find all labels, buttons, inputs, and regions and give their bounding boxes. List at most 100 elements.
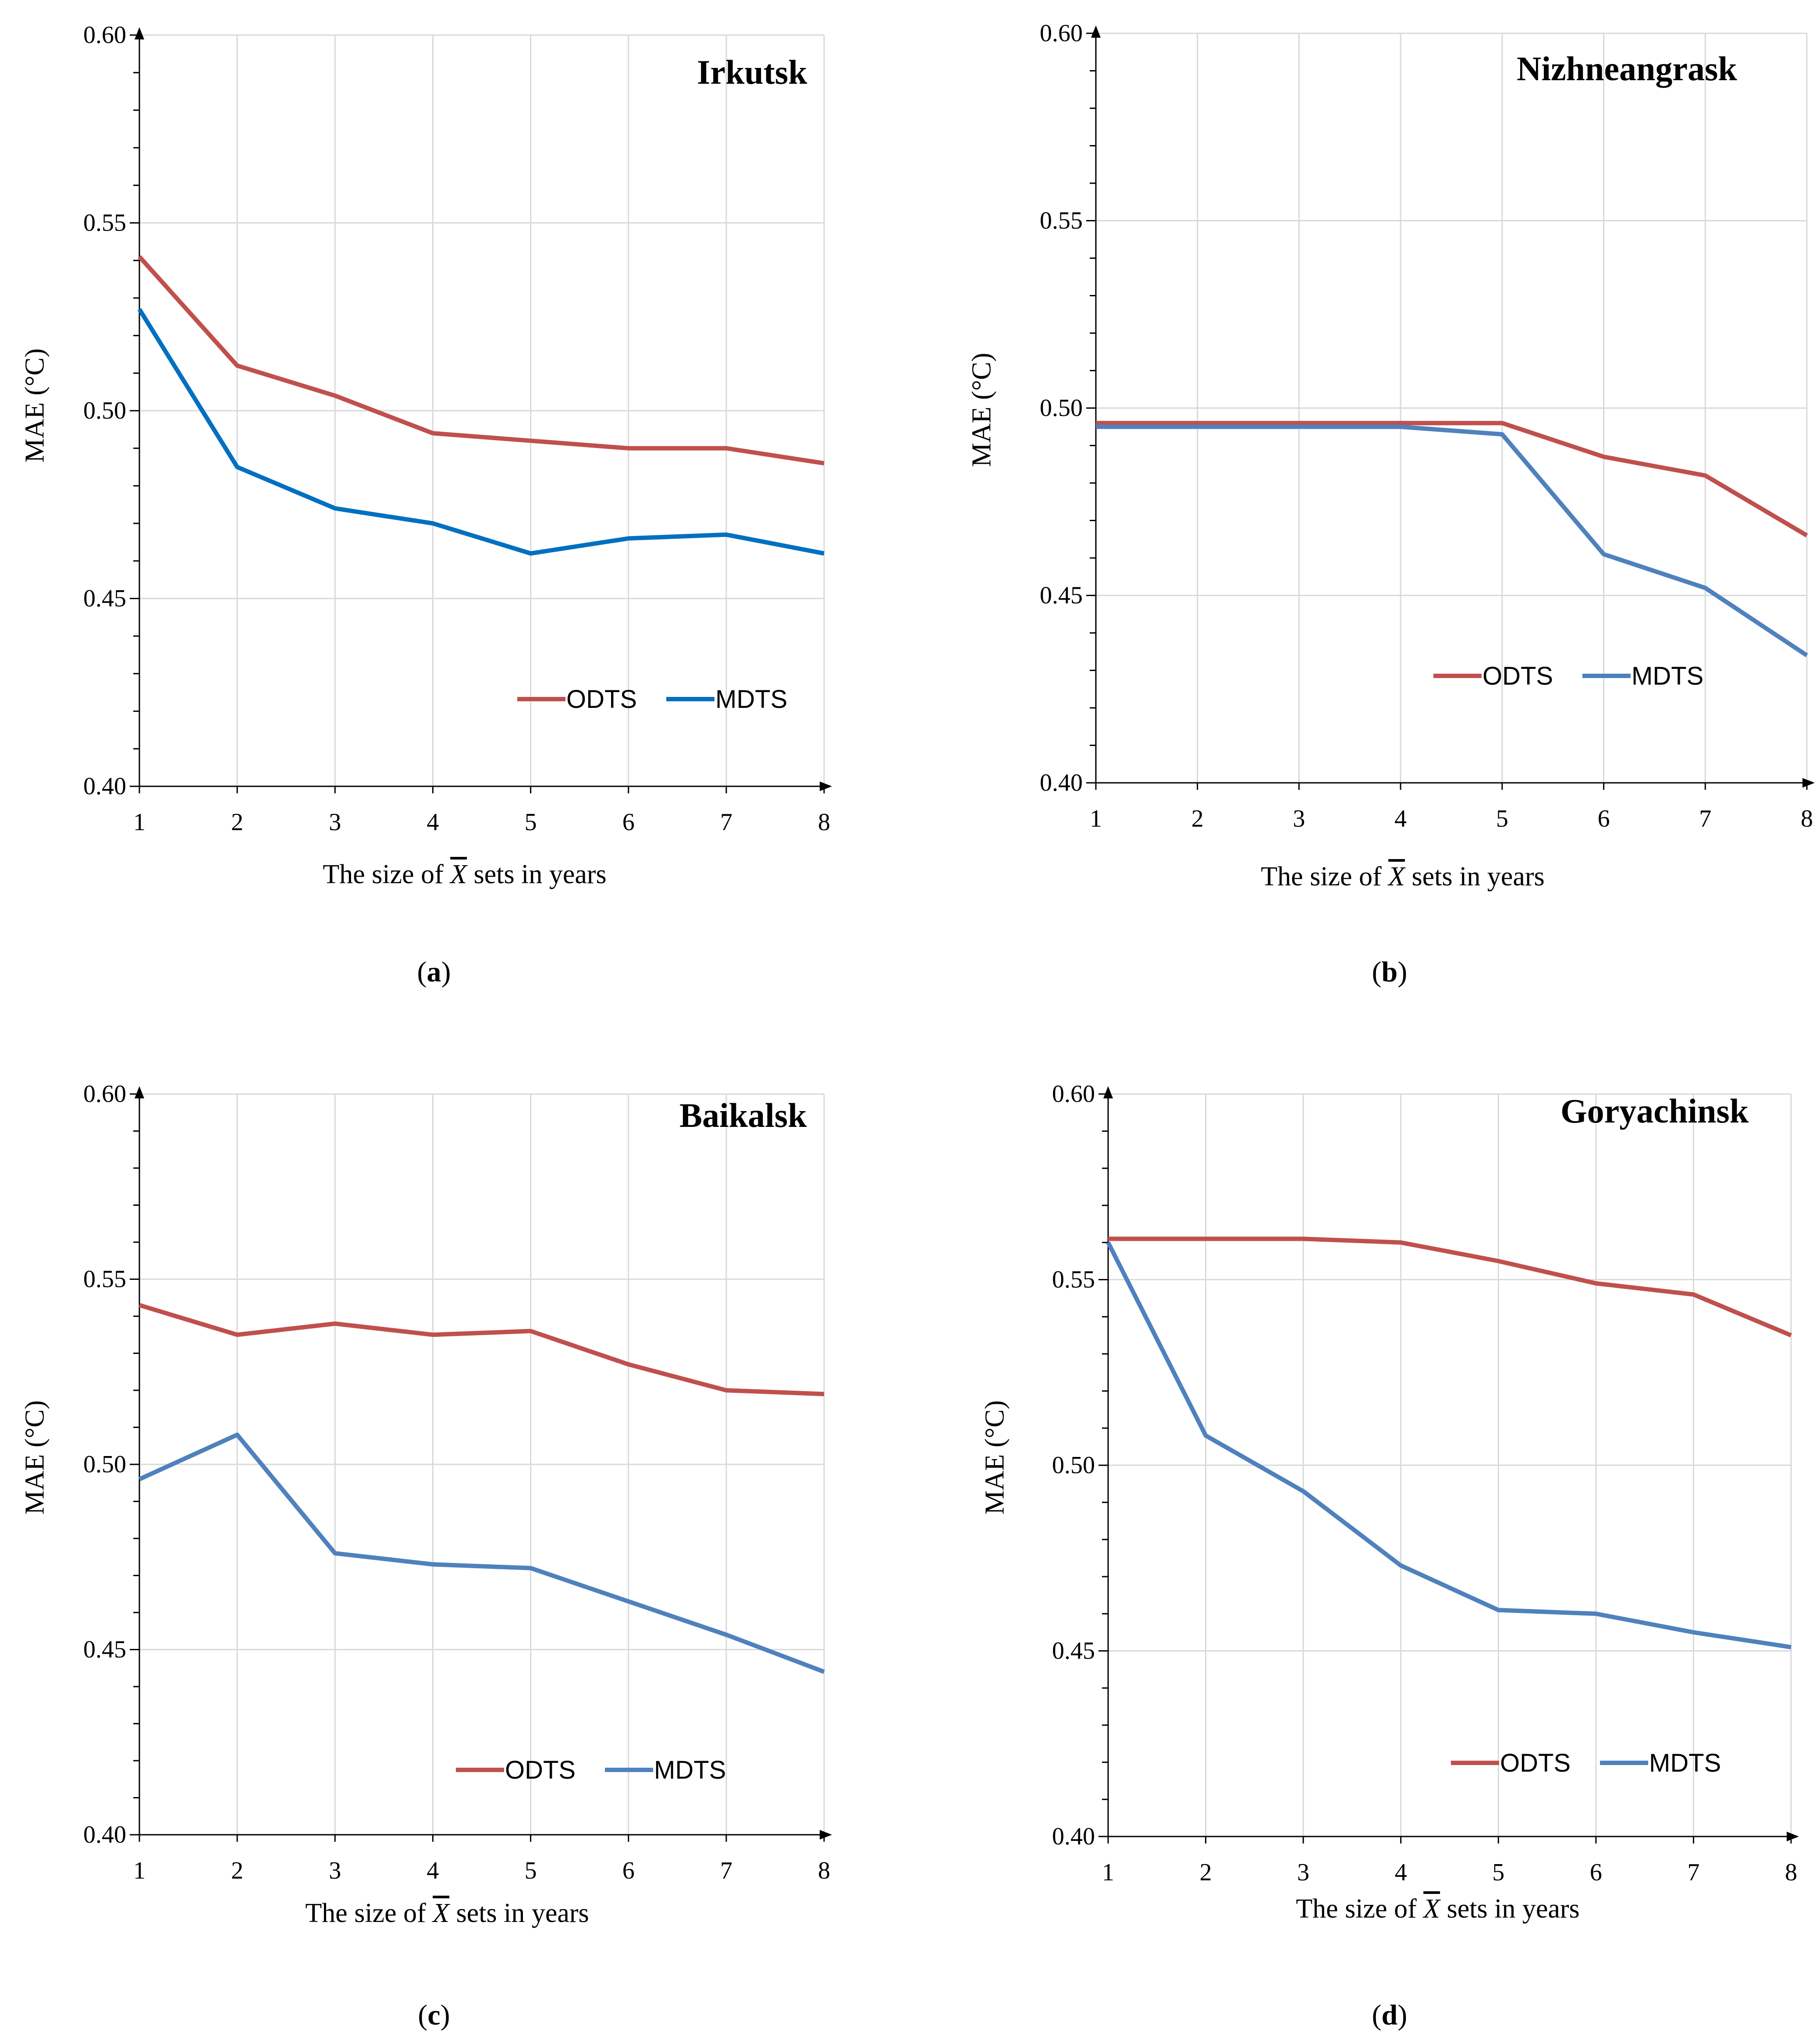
y-tick-label-b-0.45: 0.45 xyxy=(1040,582,1083,609)
x-tick-label-d-8: 8 xyxy=(1785,1859,1797,1886)
x-axis-label-a: The size of X sets in years xyxy=(245,859,684,890)
series-line-d-mdts xyxy=(1106,1241,1792,1649)
x-axis-label-c-symbol: X xyxy=(433,1898,450,1928)
x-tick-label-a-5: 5 xyxy=(525,809,537,836)
y-tick-label-d-0.40: 0.40 xyxy=(1052,1823,1095,1850)
x-tick-label-a-7: 7 xyxy=(720,809,732,836)
series-line-a-mdts xyxy=(137,308,825,556)
y-tick-label-b-0.50: 0.50 xyxy=(1040,394,1083,422)
y-tick-label-b-0.40: 0.40 xyxy=(1040,769,1083,796)
chart-title-d: Goryachinsk xyxy=(1561,1092,1749,1130)
x-tick-label-b-2: 2 xyxy=(1191,805,1204,832)
x-tick-label-a-1: 1 xyxy=(133,809,146,836)
caption-a-letter: a xyxy=(427,956,441,988)
y-tick-label-b-0.60: 0.60 xyxy=(1040,20,1083,47)
y-tick-label-c-0.60: 0.60 xyxy=(83,1080,126,1108)
x-tick-label-c-5: 5 xyxy=(525,1857,537,1884)
x-tick-label-b-3: 3 xyxy=(1293,805,1305,832)
legend-label-d-mdts: MDTS xyxy=(1649,1749,1721,1777)
legend-label-b-odts: ODTS xyxy=(1482,662,1553,690)
y-tick-label-c-0.40: 0.40 xyxy=(83,1821,126,1848)
caption-c: (c) xyxy=(418,1999,450,2031)
y-axis-arrow-b xyxy=(1091,25,1101,38)
y-tick-label-a-0.40: 0.40 xyxy=(83,773,126,800)
legend-label-a-mdts: MDTS xyxy=(715,685,787,714)
legend-label-a-odts: ODTS xyxy=(566,685,637,714)
y-axis-label-d: MAE (°C) xyxy=(980,1400,1010,1515)
y-tick-label-c-0.55: 0.55 xyxy=(83,1266,126,1293)
y-tick-label-c-0.45: 0.45 xyxy=(83,1636,126,1663)
y-tick-label-b-0.55: 0.55 xyxy=(1040,207,1083,234)
legend-label-b-mdts: MDTS xyxy=(1632,662,1703,690)
x-axis-label-a-symbol: X xyxy=(450,860,467,889)
y-tick-label-c-0.50: 0.50 xyxy=(83,1451,126,1478)
x-axis-arrow-a xyxy=(820,781,832,791)
chart-title-c: Baikalsk xyxy=(679,1096,807,1134)
caption-b-letter: b xyxy=(1381,956,1398,988)
x-axis-label-a-post: sets in years xyxy=(473,860,607,889)
y-tick-label-d-0.45: 0.45 xyxy=(1052,1638,1095,1665)
x-tick-label-b-7: 7 xyxy=(1699,805,1711,832)
legend-label-d-odts: ODTS xyxy=(1500,1749,1571,1777)
chart-title-a: Irkutsk xyxy=(697,53,807,91)
caption-d: (d) xyxy=(1372,1999,1408,2031)
x-tick-label-d-7: 7 xyxy=(1687,1859,1699,1886)
x-tick-label-c-1: 1 xyxy=(133,1857,146,1884)
x-tick-label-b-6: 6 xyxy=(1598,805,1610,832)
x-tick-label-d-5: 5 xyxy=(1492,1859,1504,1886)
x-tick-label-c-3: 3 xyxy=(329,1857,341,1884)
x-tick-label-a-8: 8 xyxy=(818,809,830,836)
x-tick-label-d-4: 4 xyxy=(1395,1859,1407,1886)
x-tick-label-a-3: 3 xyxy=(329,809,341,836)
x-tick-label-c-4: 4 xyxy=(427,1857,439,1884)
x-tick-label-a-6: 6 xyxy=(622,809,635,836)
y-tick-label-d-0.50: 0.50 xyxy=(1052,1452,1095,1479)
y-tick-label-a-0.45: 0.45 xyxy=(83,585,126,612)
x-tick-label-a-4: 4 xyxy=(427,809,439,836)
caption-b: (b) xyxy=(1372,956,1408,988)
x-axis-label-c-post: sets in years xyxy=(456,1898,589,1928)
y-axis-arrow-a xyxy=(135,27,144,39)
x-tick-label-d-6: 6 xyxy=(1590,1859,1602,1886)
x-tick-label-b-4: 4 xyxy=(1394,805,1407,832)
x-axis-arrow-d xyxy=(1787,1832,1799,1841)
series-line-b-odts xyxy=(1096,421,1808,538)
x-axis-label-d-post: sets in years xyxy=(1447,1894,1580,1924)
y-tick-label-d-0.55: 0.55 xyxy=(1052,1266,1095,1293)
x-tick-label-d-2: 2 xyxy=(1200,1859,1212,1886)
caption-a: (a) xyxy=(417,956,451,988)
x-tick-label-c-8: 8 xyxy=(818,1857,830,1884)
y-tick-label-a-0.55: 0.55 xyxy=(83,210,126,237)
x-axis-label-d: The size of X sets in years xyxy=(1219,1893,1657,1925)
series-line-d-odts xyxy=(1108,1236,1792,1338)
x-tick-label-c-7: 7 xyxy=(720,1857,732,1884)
x-axis-arrow-c xyxy=(820,1830,832,1840)
x-axis-arrow-b xyxy=(1802,778,1815,788)
x-tick-label-a-2: 2 xyxy=(231,809,243,836)
x-axis-label-a-pre: The size of xyxy=(323,860,444,889)
y-tick-label-a-0.50: 0.50 xyxy=(83,397,126,424)
y-axis-arrow-c xyxy=(135,1086,144,1098)
caption-c-letter: c xyxy=(427,1999,441,2031)
x-tick-label-c-2: 2 xyxy=(231,1857,243,1884)
series-line-c-odts xyxy=(139,1303,825,1396)
y-tick-label-a-0.60: 0.60 xyxy=(83,21,126,49)
x-tick-label-b-5: 5 xyxy=(1496,805,1508,832)
y-tick-label-d-0.60: 0.60 xyxy=(1052,1080,1095,1108)
legend-label-c-mdts: MDTS xyxy=(654,1756,726,1784)
series-line-b-mdts xyxy=(1096,424,1808,657)
x-axis-label-c-pre: The size of xyxy=(305,1898,426,1928)
series-line-a-odts xyxy=(138,255,825,465)
x-axis-label-b-pre: The size of xyxy=(1261,862,1382,892)
x-tick-label-b-1: 1 xyxy=(1090,805,1102,832)
legend-label-c-odts: ODTS xyxy=(505,1756,576,1784)
chart-title-b: Nizhneangrask xyxy=(1517,50,1737,88)
x-tick-label-d-1: 1 xyxy=(1102,1859,1114,1886)
x-axis-label-c: The size of X sets in years xyxy=(228,1898,666,1929)
x-tick-label-c-6: 6 xyxy=(622,1857,635,1884)
y-axis-arrow-d xyxy=(1103,1086,1113,1098)
x-axis-label-d-symbol: X xyxy=(1423,1894,1440,1924)
